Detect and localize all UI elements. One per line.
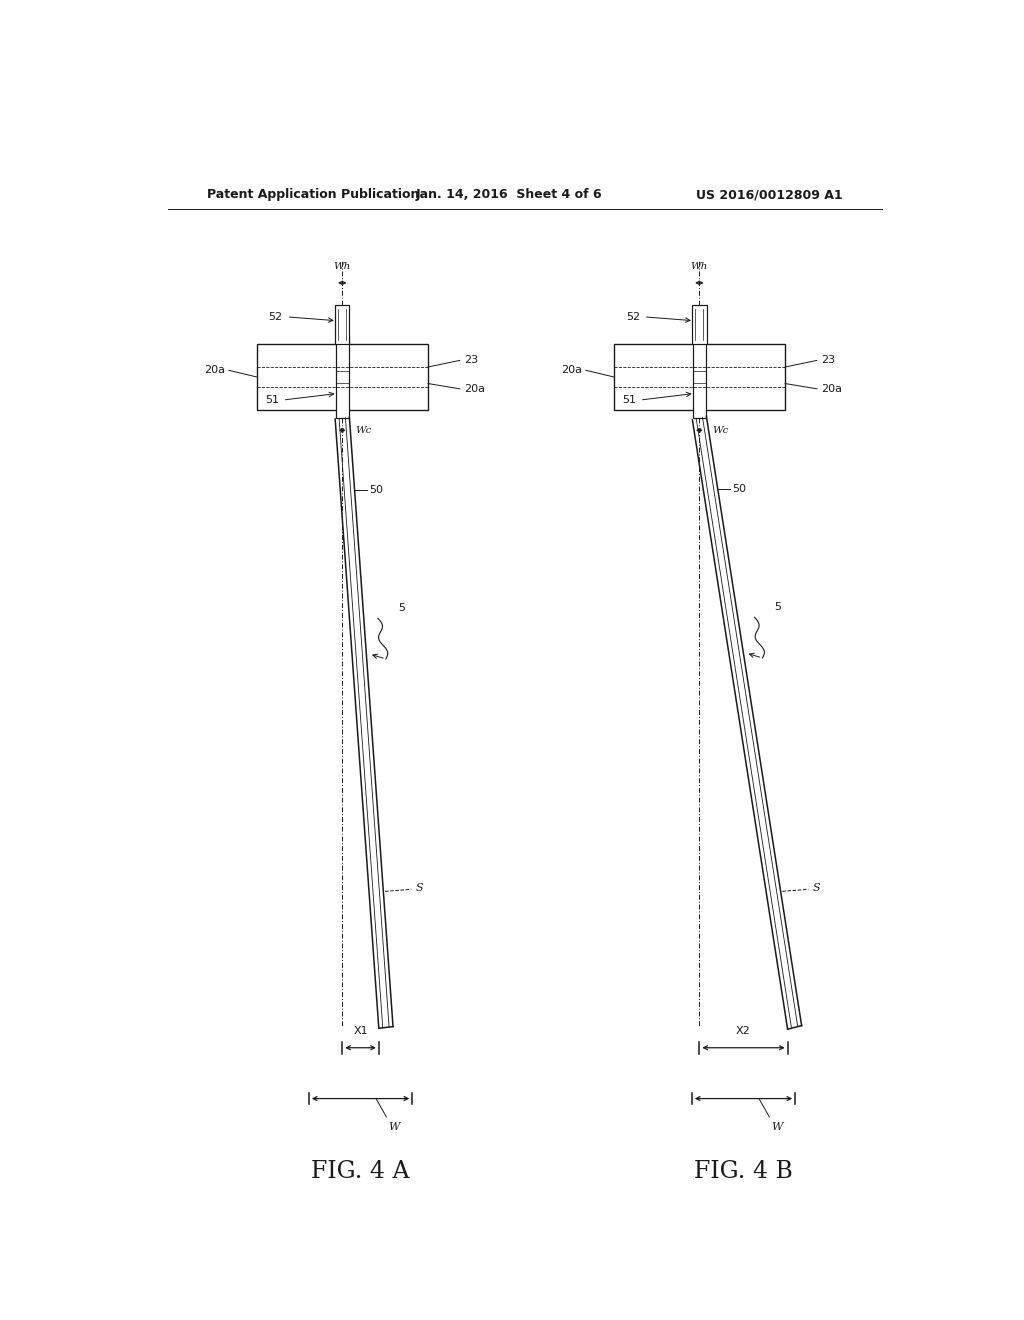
Text: FIG. 4 A: FIG. 4 A <box>311 1159 410 1183</box>
Bar <box>335 305 349 345</box>
Text: 5: 5 <box>774 602 781 612</box>
Bar <box>692 305 707 345</box>
Text: FIG. 4 B: FIG. 4 B <box>694 1159 793 1183</box>
Text: X2: X2 <box>736 1026 751 1036</box>
Text: Wc: Wc <box>355 426 372 434</box>
Text: Jan. 14, 2016  Sheet 4 of 6: Jan. 14, 2016 Sheet 4 of 6 <box>416 189 602 202</box>
Bar <box>693 335 706 418</box>
Text: S: S <box>812 883 820 894</box>
Text: Wc: Wc <box>712 426 728 434</box>
Text: Wh: Wh <box>334 261 351 271</box>
Text: S: S <box>415 883 423 894</box>
Text: 5: 5 <box>397 603 404 614</box>
Bar <box>613 345 696 411</box>
Text: 51: 51 <box>265 395 279 405</box>
Text: Wh: Wh <box>691 261 708 271</box>
Text: W: W <box>388 1122 399 1133</box>
Bar <box>257 345 339 411</box>
Text: US 2016/0012809 A1: US 2016/0012809 A1 <box>695 189 842 202</box>
Text: 20a: 20a <box>561 366 582 375</box>
Bar <box>345 345 428 411</box>
Text: 20a: 20a <box>204 366 225 375</box>
Text: 52: 52 <box>626 312 640 322</box>
Text: 50: 50 <box>732 484 746 495</box>
Text: Patent Application Publication: Patent Application Publication <box>207 189 420 202</box>
Bar <box>336 335 348 418</box>
Text: X1: X1 <box>353 1026 368 1036</box>
Text: W: W <box>771 1122 782 1133</box>
Text: 52: 52 <box>268 312 283 322</box>
Text: 50: 50 <box>369 486 383 495</box>
Bar <box>702 345 785 411</box>
Text: 23: 23 <box>821 355 835 366</box>
Text: 20a: 20a <box>821 384 842 393</box>
Text: 51: 51 <box>622 395 636 405</box>
Text: 23: 23 <box>464 355 478 366</box>
Text: 20a: 20a <box>464 384 484 393</box>
